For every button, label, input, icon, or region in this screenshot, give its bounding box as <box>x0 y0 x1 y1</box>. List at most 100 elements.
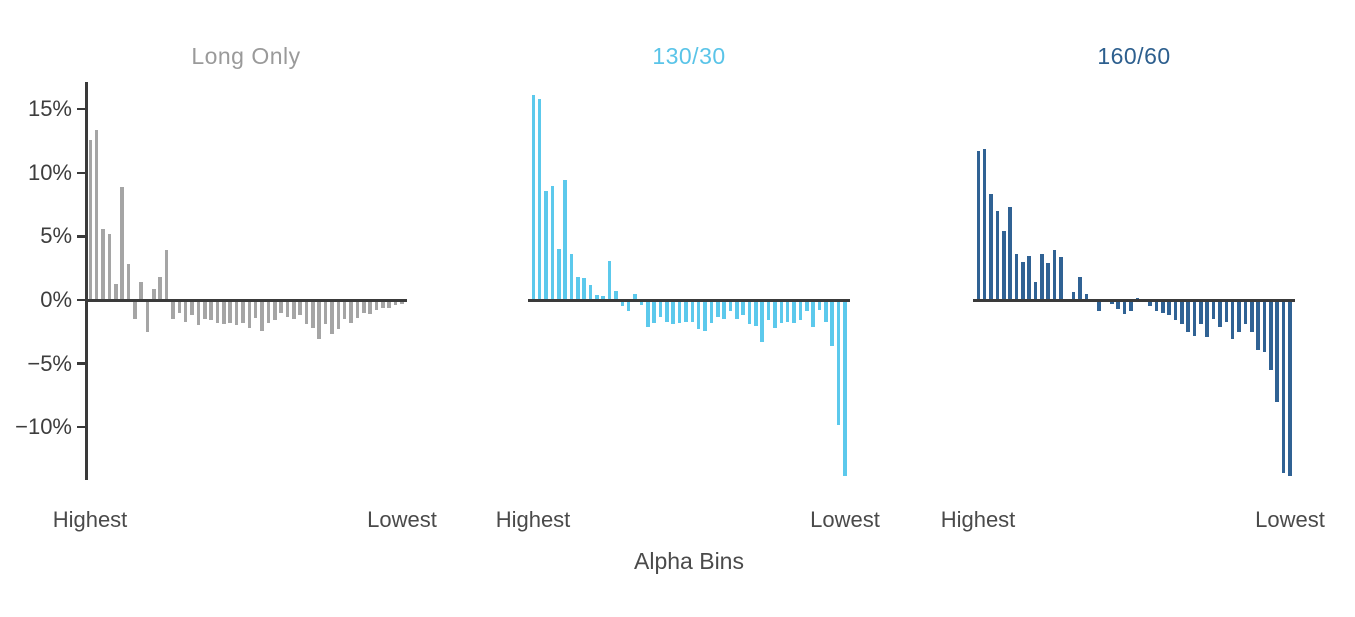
bar <box>298 300 302 316</box>
bar <box>1001 231 1006 300</box>
y-tick-label: −5% <box>27 350 72 376</box>
bar <box>639 300 644 306</box>
bar <box>982 148 987 300</box>
x-tick-highest: Highest <box>495 507 571 532</box>
bar <box>342 300 347 320</box>
bar <box>241 300 245 323</box>
bar <box>266 300 271 323</box>
bar <box>747 300 752 325</box>
bar <box>1078 277 1082 300</box>
bar <box>607 260 612 300</box>
bar <box>393 300 398 306</box>
bar <box>1021 261 1025 300</box>
bar <box>1211 300 1216 320</box>
y-tick-label: 0% <box>40 287 72 312</box>
bar <box>614 291 618 300</box>
bar <box>645 300 650 327</box>
x-tick-lowest: Lowest <box>810 507 880 532</box>
bar <box>576 277 580 300</box>
bar <box>836 300 841 425</box>
bar <box>1110 300 1114 304</box>
bar <box>387 300 391 308</box>
bar <box>582 278 586 300</box>
x-axis-title: Alpha Bins <box>634 548 744 574</box>
bar <box>1218 300 1222 327</box>
bar <box>766 300 771 320</box>
y-tick-label: 5% <box>40 223 72 249</box>
x-tick-lowest: Lowest <box>367 507 437 532</box>
bar <box>658 300 663 317</box>
bar <box>588 284 593 300</box>
bar <box>830 300 834 346</box>
bar <box>1154 300 1159 312</box>
bar <box>228 300 232 323</box>
y-tick-mark <box>77 362 86 365</box>
bar <box>728 300 733 312</box>
bar <box>690 300 695 322</box>
bar <box>1199 300 1203 325</box>
bar <box>1122 300 1127 314</box>
bar <box>1040 254 1044 300</box>
bar <box>773 300 777 328</box>
bar <box>1256 300 1260 350</box>
bar <box>1173 300 1178 321</box>
y-tick-label: 15% <box>27 96 72 122</box>
bar <box>779 300 784 323</box>
bar <box>330 300 334 335</box>
bar <box>1129 300 1133 311</box>
bar <box>145 300 150 332</box>
bar <box>1237 300 1241 332</box>
bar <box>754 300 758 327</box>
bar <box>164 250 169 300</box>
bar <box>1148 300 1152 307</box>
bar <box>222 300 226 325</box>
bar <box>595 294 599 300</box>
bar <box>101 228 105 300</box>
plot-area <box>973 82 1295 480</box>
chart-panel-130-30: 130/30 Highest Lowest <box>496 0 880 617</box>
bar <box>374 300 379 311</box>
bar <box>671 300 675 325</box>
bar <box>741 300 745 316</box>
bar <box>537 99 542 300</box>
bar <box>171 300 175 320</box>
bar <box>133 300 137 320</box>
bar <box>336 300 341 330</box>
y-tick-mark <box>77 235 86 238</box>
bar <box>1167 300 1171 316</box>
bar <box>601 296 606 300</box>
bar <box>1084 293 1089 300</box>
bar <box>1275 300 1279 402</box>
bar <box>1224 300 1229 323</box>
y-tick-mark <box>77 298 86 302</box>
bar <box>355 300 360 318</box>
chart-title: 130/30 <box>652 43 726 69</box>
bar <box>139 282 143 300</box>
chart-title: Long Only <box>191 43 301 69</box>
bar <box>824 300 828 322</box>
bar <box>665 300 669 323</box>
bar <box>311 300 315 328</box>
bar <box>304 300 309 325</box>
bar <box>190 300 194 316</box>
bar <box>709 300 714 323</box>
bar <box>715 300 720 317</box>
bar <box>215 300 220 323</box>
bar <box>1262 300 1267 353</box>
bar <box>1180 300 1184 325</box>
bar <box>556 249 561 300</box>
plot-area <box>528 82 850 480</box>
bar <box>1097 300 1101 312</box>
bar <box>976 151 981 300</box>
bar <box>811 300 815 328</box>
bar <box>995 211 1000 300</box>
bar <box>1249 300 1254 332</box>
zero-axis-line <box>528 298 850 302</box>
bar <box>1033 282 1038 300</box>
bar <box>735 300 739 320</box>
bar <box>633 293 637 300</box>
x-tick-lowest: Lowest <box>1255 507 1325 532</box>
y-tick-mark <box>77 425 86 429</box>
bar <box>183 300 188 322</box>
